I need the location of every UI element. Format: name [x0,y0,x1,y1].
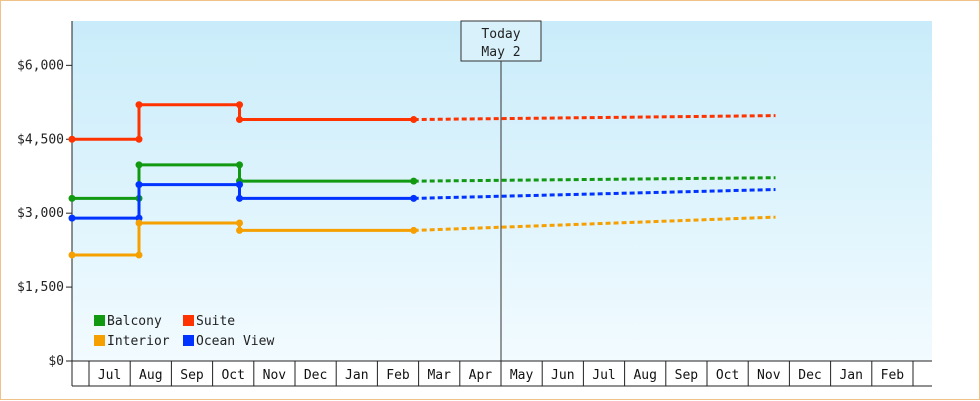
legend-label: Balcony [107,314,162,329]
month-label: May [510,368,534,383]
data-point [68,214,76,222]
series-suite [68,101,776,143]
month-label: Oct [716,368,739,383]
forecast-line [413,215,776,232]
data-point [236,116,243,124]
legend-swatch [183,315,194,326]
y-axis: $0 $1,500 $3,000 $4,500 $6,000 [17,21,73,386]
month-label: Jan [345,368,368,383]
legend-label: Ocean View [196,334,274,349]
data-point [135,135,143,143]
today-label: Today [481,27,520,42]
series-ocean-view [68,181,776,222]
data-point [236,219,243,227]
series-interior [68,215,776,259]
series-line [72,103,414,141]
month-label: Aug [633,368,656,383]
today-box [460,20,542,62]
y-tick-label: $0 [48,354,64,369]
data-point [135,101,143,109]
data-point [236,226,243,234]
month-label: Sep [675,368,699,383]
month-label: Jun [551,368,574,383]
legend-label: Interior [107,334,170,349]
month-label: Sep [180,368,204,383]
legend-swatch [94,335,105,346]
data-point [410,116,418,124]
data-point [68,251,76,259]
x-axis: Jul Aug Sep Oct Nov Dec Jan Feb Mar Apr May Jun Jul A… [72,360,932,387]
data-point [410,177,418,185]
data-point [236,161,243,169]
data-point [135,181,143,189]
data-point [68,135,76,143]
series-layer [68,101,776,259]
series-line [72,163,414,200]
legend-swatch [94,315,105,326]
month-label: Dec [798,368,821,383]
forecast-line [413,114,776,122]
forecast-line [413,188,776,200]
data-point [68,194,76,202]
month-label: Nov [263,368,287,383]
month-label: Jul [98,368,121,383]
month-label: Aug [139,368,162,383]
month-label: Feb [881,368,905,383]
y-tick-label: $3,000 [17,206,64,221]
month-label: Feb [386,368,410,383]
y-tick-label: $6,000 [17,58,64,73]
month-label: Oct [221,368,244,383]
y-tick-label: $4,500 [17,132,64,147]
data-point [135,219,143,227]
y-tick-label: $1,500 [17,280,64,295]
today-date: May 2 [481,45,520,60]
series-balcony [68,161,776,202]
plot-area [72,21,932,361]
today-marker: Today May 2 [460,20,542,361]
month-label: Apr [469,368,493,383]
data-point [135,214,143,222]
legend-label: Suite [196,314,235,329]
data-point [236,194,243,202]
data-point [135,251,143,259]
data-point [410,194,418,202]
data-point [236,181,243,189]
month-label: Nov [757,368,781,383]
legend: Balcony Suite Interior Ocean View [94,314,274,349]
month-label: Jan [839,368,862,383]
month-label: Jul [592,368,615,383]
legend-swatch [183,335,194,346]
series-line [72,183,414,220]
month-label: Dec [304,368,327,383]
month-label: Mar [427,368,451,383]
data-point [236,101,243,109]
data-point [135,161,143,169]
series-line [72,221,414,257]
data-point [410,226,418,234]
forecast-line [413,176,776,183]
